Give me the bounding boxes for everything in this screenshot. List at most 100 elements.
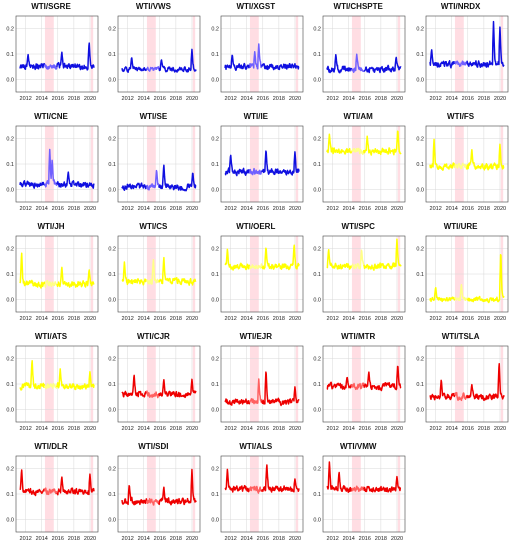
y-tick-label: 0.1: [109, 272, 117, 278]
y-tick-label: 0.0: [211, 297, 219, 303]
x-tick-label: 2018: [68, 206, 80, 212]
y-tick-label: 0.2: [314, 467, 322, 473]
chart-panel: WTI/AM 0.0 0.1 0.2 2012 2014 2016 2018 2020: [307, 110, 409, 220]
series-line: [121, 57, 148, 73]
y-tick-label: 0.1: [211, 272, 219, 278]
y-tick-label: 0.0: [314, 407, 322, 413]
x-tick-label: 2012: [20, 206, 32, 212]
plot-frame: [322, 235, 406, 313]
series-line-highlight: [44, 148, 58, 188]
y-tick-label: 0.1: [109, 162, 117, 168]
x-tick-label: 2014: [240, 96, 252, 102]
y-tick-label: 0.1: [109, 492, 117, 498]
x-tick-label: 2014: [240, 206, 252, 212]
plot-frame: [220, 235, 304, 313]
panel-plot: 0.0 0.1 0.2 2012 2014 2016 2018 2020: [416, 235, 508, 322]
series-line-highlight: [453, 60, 468, 68]
x-tick-label: 2014: [343, 536, 355, 542]
series-line: [260, 150, 300, 176]
x-tick-label: 2012: [224, 96, 236, 102]
x-tick-label: 2018: [170, 316, 182, 322]
y-tick-label: 0.0: [314, 297, 322, 303]
plot-frame: [15, 15, 99, 93]
y-tick-label: 0.0: [314, 187, 322, 193]
x-tick-label: 2020: [289, 536, 301, 542]
x-tick-label: 2018: [273, 536, 285, 542]
y-tick-label: 0.1: [211, 492, 219, 498]
series-line-highlight: [146, 497, 160, 506]
series-line: [19, 359, 46, 391]
chart-panel: WTI/ATS 0.0 0.1 0.2 2012 2014 2016 2018 2020: [0, 330, 102, 440]
series-line-highlight: [248, 485, 263, 494]
y-tick-label: 0.0: [314, 77, 322, 83]
chart-panel: WTI/CJR 0.0 0.1 0.2 2012 2014 2016 2018 2020: [102, 330, 204, 440]
y-tick-label: 0.0: [211, 407, 219, 413]
x-tick-label: 2016: [154, 316, 166, 322]
plot-frame: [425, 15, 508, 93]
y-tick-label: 0.2: [416, 27, 424, 33]
series-line: [19, 469, 46, 497]
y-tick-label: 0.2: [6, 357, 14, 363]
plot-frame: [15, 235, 99, 313]
series-line-highlight: [43, 487, 58, 496]
y-tick-label: 0.2: [416, 357, 424, 363]
chart-panel: WTI/OERL 0.0 0.1 0.2 2012 2014 2016 2018 2020: [205, 220, 307, 330]
panel-title: WTI/FS: [447, 112, 475, 121]
series-line: [326, 248, 353, 270]
x-tick-label: 2014: [240, 536, 252, 542]
series-line: [363, 56, 402, 74]
y-tick-label: 0.0: [6, 517, 14, 523]
series-line-highlight: [248, 43, 263, 70]
x-tick-label: 2014: [343, 206, 355, 212]
series-line-highlight: [43, 279, 58, 288]
y-tick-label: 0.1: [6, 162, 14, 168]
y-tick-label: 0.1: [211, 382, 219, 388]
x-tick-label: 2018: [273, 426, 285, 432]
x-tick-label: 2018: [170, 426, 182, 432]
panel-title: WTI/ATS: [34, 332, 68, 341]
x-tick-label: 2016: [359, 316, 371, 322]
y-tick-label: 0.1: [211, 162, 219, 168]
x-tick-label: 2016: [461, 96, 473, 102]
x-tick-label: 2020: [289, 96, 301, 102]
panel-plot: 0.0 0.1 0.2 2012 2014 2016 2018 2020: [211, 125, 304, 212]
panel-plot: 0.0 0.1 0.2 2012 2014 2016 2018 2020: [211, 15, 304, 102]
x-tick-label: 2014: [36, 316, 48, 322]
series-line: [19, 180, 46, 189]
x-tick-label: 2012: [122, 96, 134, 102]
y-tick-label: 0.2: [314, 27, 322, 33]
y-tick-label: 0.1: [416, 162, 424, 168]
series-line: [465, 20, 505, 68]
x-tick-label: 2020: [493, 206, 505, 212]
y-tick-label: 0.0: [211, 517, 219, 523]
x-tick-label: 2012: [327, 536, 339, 542]
y-tick-label: 0.0: [416, 187, 424, 193]
x-tick-label: 2014: [445, 426, 457, 432]
x-tick-label: 2016: [154, 426, 166, 432]
series-line-highlight: [146, 66, 160, 72]
x-tick-label: 2012: [224, 426, 236, 432]
series-line: [224, 54, 251, 72]
panel-plot: 0.0 0.1 0.2 2012 2014 2016 2018 2020: [416, 345, 508, 432]
x-tick-label: 2018: [273, 96, 285, 102]
series-line: [465, 143, 504, 171]
y-tick-label: 0.1: [314, 382, 322, 388]
y-tick-label: 0.0: [6, 407, 14, 413]
x-tick-label: 2012: [122, 316, 134, 322]
x-tick-label: 2012: [327, 316, 339, 322]
x-tick-label: 2014: [138, 536, 150, 542]
x-tick-label: 2020: [289, 316, 301, 322]
plot-frame: [118, 455, 201, 533]
series-line-highlight: [351, 249, 365, 270]
chart-panel: WTI/SPC 0.0 0.1 0.2 2012 2014 2016 2018 2020: [307, 220, 409, 330]
y-tick-label: 0.1: [109, 52, 117, 58]
panel-plot: 0.0 0.1 0.2 2012 2014 2016 2018 2020: [6, 455, 99, 542]
x-tick-label: 2016: [461, 426, 473, 432]
plot-frame: [425, 345, 508, 423]
series-line: [224, 468, 251, 493]
y-tick-label: 0.2: [314, 247, 322, 253]
x-tick-label: 2012: [429, 96, 441, 102]
x-tick-label: 2018: [375, 536, 387, 542]
x-tick-label: 2016: [256, 426, 268, 432]
x-tick-label: 2018: [273, 206, 285, 212]
